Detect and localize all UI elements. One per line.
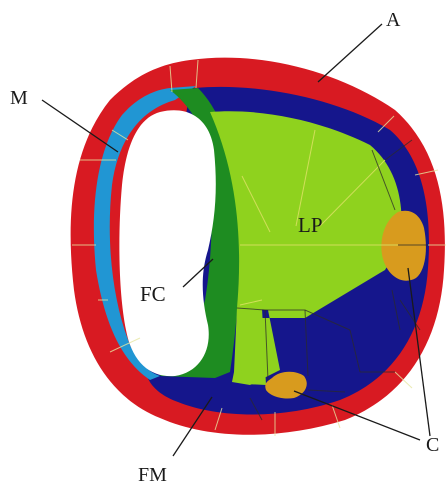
label-c: C [426, 434, 439, 456]
mesh-lines-light [72, 59, 446, 436]
lumen [119, 110, 216, 377]
c-region-right [381, 210, 426, 281]
fc-region [160, 88, 240, 378]
leader-c-1 [407, 267, 431, 437]
label-a: A [386, 9, 401, 31]
label-m: M [10, 87, 28, 109]
leader-c-2 [293, 390, 421, 441]
leader-fc [182, 258, 214, 288]
label-lp: LP [298, 213, 323, 237]
lp-region-lower [236, 308, 266, 385]
label-fc: FC [140, 282, 166, 306]
label-fm: FM [138, 464, 167, 486]
leader-fm [172, 396, 213, 457]
mesh-lines-dark [236, 139, 428, 421]
leader-lines [41, 23, 431, 457]
leader-a [317, 23, 383, 83]
leader-m [41, 99, 119, 153]
